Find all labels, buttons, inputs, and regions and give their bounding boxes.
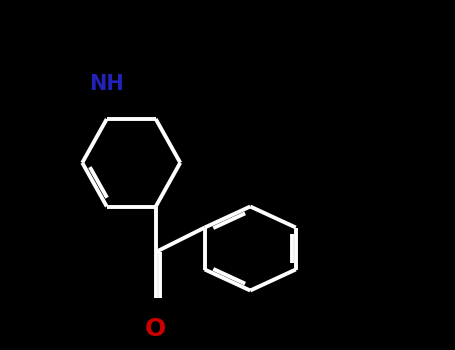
- Text: O: O: [145, 317, 167, 341]
- Text: NH: NH: [89, 74, 124, 94]
